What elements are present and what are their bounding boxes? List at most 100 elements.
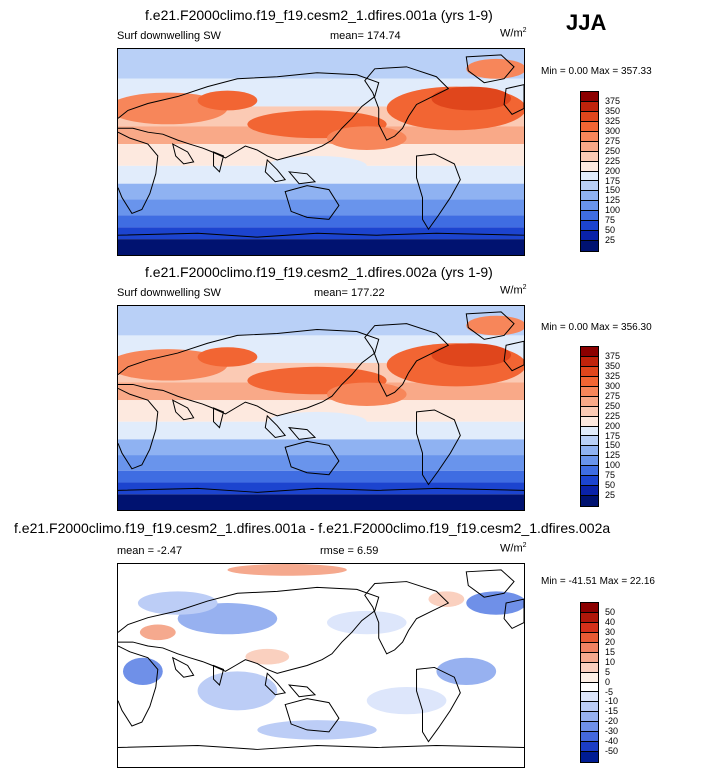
colorbar-tick-label: -10	[605, 696, 619, 707]
colorbar-tick-label: 0	[605, 676, 611, 687]
colorbar-segment	[581, 446, 598, 457]
field-heatmap	[118, 49, 524, 255]
field-anomaly	[197, 671, 278, 711]
min-max-label: Min = 0.00 Max = 357.33	[541, 66, 652, 77]
coastline	[284, 698, 340, 733]
field-anomaly	[122, 657, 163, 686]
field-anomaly	[267, 411, 367, 432]
field-band	[118, 199, 524, 216]
colorbar-segment	[581, 702, 598, 713]
field-anomaly	[326, 382, 407, 407]
coastline	[118, 745, 524, 750]
colorbar-tick-label: 300	[605, 380, 621, 391]
coastline	[118, 387, 159, 470]
colorbar-segment	[581, 682, 598, 693]
world-map	[117, 563, 525, 768]
colorbar-segment	[581, 211, 598, 222]
colorbar-tick-label: 15	[605, 646, 616, 657]
colorbar-segment	[581, 376, 598, 387]
field-band	[118, 400, 524, 422]
field-heatmap	[118, 306, 524, 510]
colorbar-tick-label: 100	[605, 205, 621, 216]
field-band	[118, 183, 524, 200]
colorbar-tick-label: 150	[605, 440, 621, 451]
colorbar-tick-label: -5	[605, 686, 614, 697]
colorbar-tick-label: 325	[605, 115, 621, 126]
units-label: W/m2	[500, 27, 527, 40]
coastline	[171, 656, 195, 678]
field-band	[118, 144, 524, 166]
coastline	[284, 440, 340, 476]
min-max-label: Min = 0.00 Max = 356.30	[541, 322, 652, 333]
coastline	[416, 153, 461, 231]
colorbar-segment	[581, 662, 598, 673]
colorbar-segment	[581, 386, 598, 397]
colorbar-tick-label: 300	[605, 125, 621, 136]
colorbar-tick-label: 200	[605, 420, 621, 431]
field-anomaly	[436, 657, 497, 686]
colorbar-segment	[581, 642, 598, 653]
colorbar-tick-label: 250	[605, 400, 621, 411]
coastline	[416, 409, 461, 486]
coastline	[118, 645, 159, 727]
colorbar-segment	[581, 356, 598, 367]
coastline	[503, 598, 524, 630]
colorbar-segment	[581, 151, 598, 162]
colorbar-segment	[581, 221, 598, 232]
units-label: W/m2	[500, 542, 527, 555]
field-anomaly	[466, 315, 524, 336]
coastline	[503, 340, 524, 372]
season-label: JJA	[566, 10, 607, 35]
colorbar-segment	[581, 476, 598, 487]
colorbar-tick-label: 30	[605, 626, 616, 637]
colorbar-segment	[581, 111, 598, 122]
colorbar-tick-label: 25	[605, 235, 616, 246]
field-anomaly	[257, 720, 377, 740]
colorbar-segment	[581, 603, 598, 613]
colorbar-tick-label: 5	[605, 666, 611, 677]
colorbar-segment	[581, 436, 598, 447]
mean-stat: mean = -2.47	[117, 545, 183, 557]
field-band	[118, 239, 524, 255]
colorbar-tick-label: -20	[605, 716, 619, 727]
colorbar-segment	[581, 456, 598, 467]
colorbar-tick-label: 75	[605, 470, 616, 481]
coastline	[171, 399, 195, 421]
coastline	[416, 666, 461, 743]
colorbar-tick-label: 40	[605, 616, 616, 627]
mean-stat: mean= 174.74	[330, 30, 401, 42]
coastline	[465, 569, 515, 598]
field-anomaly	[197, 347, 258, 367]
field-band	[118, 439, 524, 456]
field-anomaly	[431, 86, 512, 111]
colorbar-segment	[581, 752, 598, 762]
variable-label: Surf downwelling SW	[117, 287, 221, 299]
field-band	[118, 455, 524, 471]
colorbar-tick-label: -50	[605, 746, 619, 757]
coastline	[287, 171, 317, 185]
coastline	[465, 54, 515, 84]
colorbar-tick-label: 50	[605, 225, 616, 236]
field-heatmap	[118, 564, 524, 767]
colorbar-tick-label: 225	[605, 155, 621, 166]
colorbar-tick-label: 125	[605, 450, 621, 461]
panel-title: f.e21.F2000climo.f19_f19.cesm2_1.dfires.…	[145, 264, 493, 280]
colorbar-tick-label: 125	[605, 195, 621, 206]
colorbar-segment	[581, 396, 598, 407]
field-anomaly	[366, 686, 447, 715]
colorbar-tick-label: 275	[605, 135, 621, 146]
colorbar-segment	[581, 722, 598, 733]
colorbar-segment	[581, 231, 598, 242]
rmse-stat: rmse = 6.59	[320, 545, 379, 557]
field-band	[118, 470, 524, 483]
field-anomaly	[326, 610, 407, 635]
field-anomaly	[227, 564, 347, 576]
coastline	[171, 143, 195, 165]
coastline	[118, 487, 524, 493]
world-map	[117, 305, 525, 511]
colorbar-segment	[581, 141, 598, 152]
colorbar-segment	[581, 652, 598, 663]
colorbar-segment	[581, 672, 598, 683]
colorbar-tick-label: 325	[605, 370, 621, 381]
coastline	[287, 426, 317, 440]
